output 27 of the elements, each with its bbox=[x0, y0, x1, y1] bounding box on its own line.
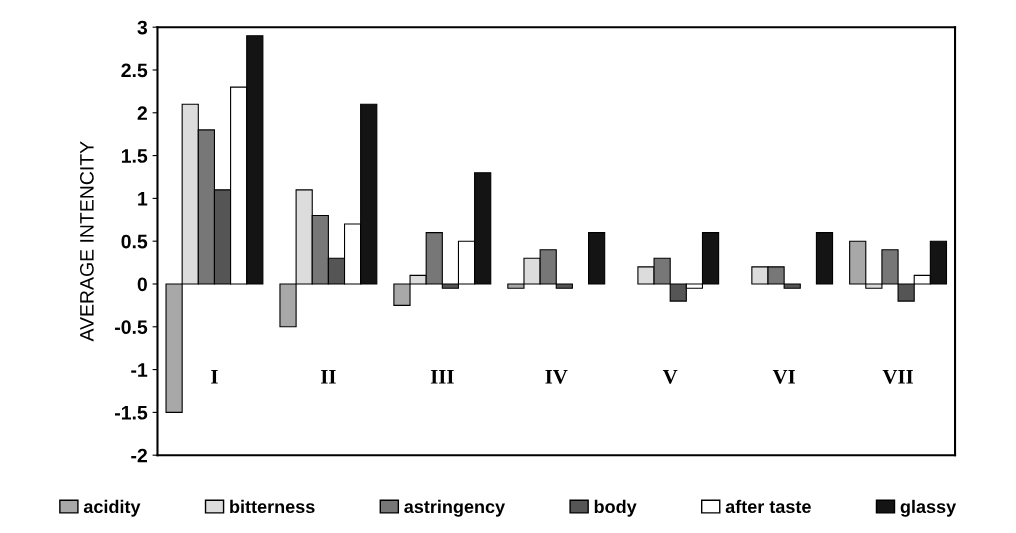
bar bbox=[815, 232, 834, 285]
y-tick-label: 2 bbox=[137, 106, 147, 120]
y-tick-label: 0.5 bbox=[121, 234, 148, 249]
y-tick-label: -1 bbox=[131, 363, 148, 377]
legend-label: acidity bbox=[83, 499, 141, 517]
y-axis-title: AVERAGE INTENCITY bbox=[79, 141, 94, 342]
legend-label: bitterness bbox=[230, 499, 315, 514]
bar bbox=[587, 232, 606, 285]
y-tick-label: 3 bbox=[137, 20, 148, 35]
y-tick-label: -2 bbox=[131, 448, 147, 463]
y-tick-label: -1.5 bbox=[115, 406, 148, 420]
x-tick-label: I bbox=[211, 369, 218, 384]
y-tick-label: 2.5 bbox=[121, 63, 148, 78]
y-tick-label: 0 bbox=[137, 277, 147, 292]
legend-label: after taste bbox=[725, 499, 811, 514]
x-tick-label: III bbox=[430, 369, 454, 384]
y-tick-label: 1 bbox=[138, 192, 148, 206]
y-tick-label: 1.5 bbox=[121, 149, 148, 163]
x-tick-label: II bbox=[320, 369, 336, 384]
legend-label: astringency bbox=[404, 499, 506, 517]
x-tick-label: V bbox=[662, 369, 678, 384]
x-tick-label: VI bbox=[772, 369, 796, 384]
y-tick-label: -0.5 bbox=[115, 320, 148, 335]
legend-label: body bbox=[594, 499, 637, 517]
x-tick-label: IV bbox=[545, 369, 568, 384]
legend-label: glassy bbox=[900, 499, 957, 517]
x-tick-label: VII bbox=[882, 369, 913, 384]
